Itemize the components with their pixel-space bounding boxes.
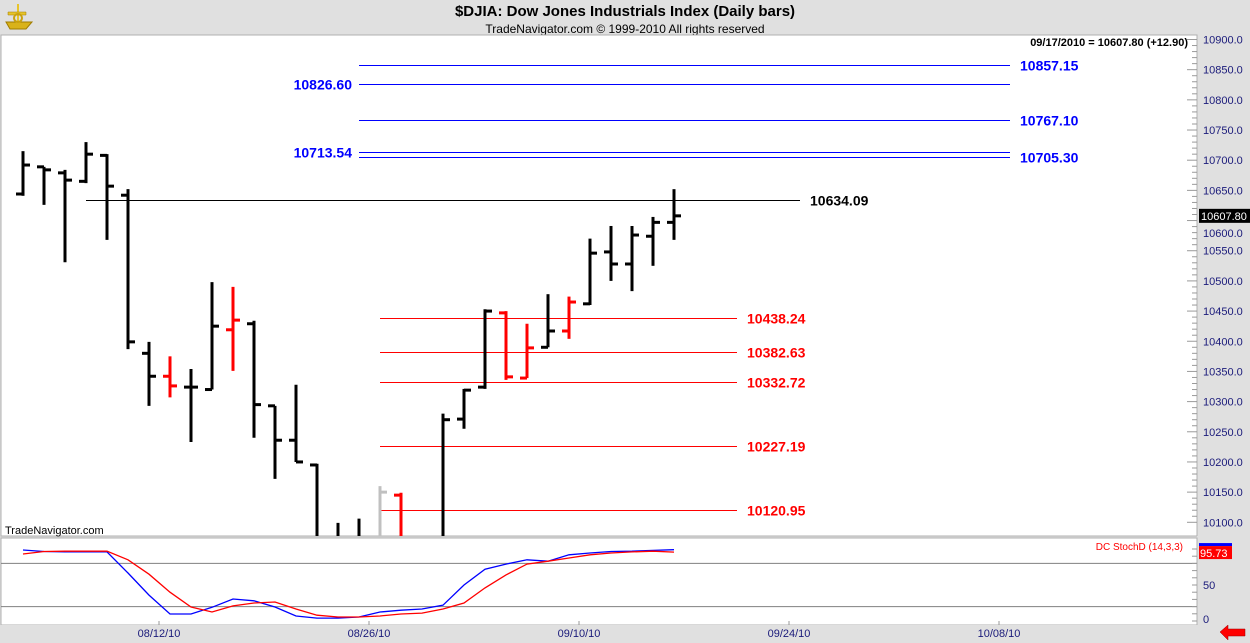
ohlc-bar — [289, 384, 303, 464]
ohlc-bar — [541, 294, 555, 349]
watermark: TradeNavigator.com — [5, 525, 104, 537]
stoch-plot — [1, 549, 1197, 619]
level-lines: 10857.15 10826.60 10767.10 10713.54 10705.30… — [86, 58, 1079, 519]
ohlc-bars — [16, 142, 681, 536]
level-label: 10857.15 — [1020, 58, 1079, 74]
price-axis-ticks: 10100.0 10150.0 10200.0 10250.0 10300.0 10350… — [1187, 35, 1250, 529]
price-tick-label: 10300.0 — [1203, 397, 1243, 409]
stoch-series-line — [22, 550, 675, 618]
ohlc-bar — [226, 286, 240, 371]
chart-title: $DJIA: Dow Jones Industrials Index (Dail… — [455, 3, 795, 20]
price-tick-label: 10800.0 — [1203, 95, 1243, 107]
price-tick-label: 10750.0 — [1203, 125, 1243, 137]
stoch-axis: 0 50 95.73 — [1192, 543, 1232, 626]
date-tick-label: 09/10/10 — [558, 628, 601, 640]
ohlc-bar — [520, 323, 534, 380]
ohlc-bar — [79, 142, 93, 184]
price-tick-label: 10350.0 — [1203, 366, 1243, 378]
ohlc-bar — [247, 320, 261, 438]
date-tick-label: 09/24/10 — [768, 628, 811, 640]
ohlc-bar — [100, 153, 114, 240]
date-tick-label: 08/12/10 — [138, 628, 181, 640]
date-tick-label: 08/26/10 — [348, 628, 391, 640]
price-tick-label: 10500.0 — [1203, 276, 1243, 288]
ohlc-bar — [310, 463, 319, 536]
ohlc-bar — [441, 413, 450, 536]
level-label: 10120.95 — [747, 503, 806, 519]
stoch-title: DC StochD (14,3,3) — [1096, 542, 1183, 553]
ohlc-bar — [121, 189, 135, 350]
price-tick-label: 10200.0 — [1203, 457, 1243, 469]
level-label: 10227.19 — [747, 439, 806, 455]
price-tick-label: 10700.0 — [1203, 155, 1243, 167]
price-tick-label: 10850.0 — [1203, 65, 1243, 77]
ohlc-bar — [142, 341, 156, 406]
ohlc-bar — [357, 518, 361, 536]
price-tick-label: 10650.0 — [1203, 185, 1243, 197]
level-label: 10332.72 — [747, 375, 806, 391]
ohlc-bar — [499, 311, 513, 380]
date-axis — [0, 625, 1250, 643]
price-panel — [0, 34, 1198, 537]
date-tick-label: 10/08/10 — [978, 628, 1021, 640]
price-tick-label: 10100.0 — [1203, 517, 1243, 529]
price-tick-label: 10400.0 — [1203, 336, 1243, 348]
ohlc-bar — [268, 404, 282, 479]
ohlc-bar — [604, 225, 618, 281]
ohlc-bar — [562, 296, 576, 339]
ohlc-bar — [378, 486, 387, 536]
ohlc-bar — [583, 238, 597, 306]
price-readout: 09/17/2010 = 10607.80 (+12.90) — [1030, 37, 1188, 49]
ohlc-bar — [667, 189, 681, 240]
stoch-tick-label: 0 — [1203, 614, 1209, 626]
ohlc-bar — [625, 225, 639, 292]
level-label: 10438.24 — [747, 311, 806, 327]
stoch-tick-label: 50 — [1203, 580, 1215, 592]
last-price-box — [1199, 208, 1250, 223]
date-axis-ticks: 08/12/10 08/26/10 09/10/10 09/24/10 10/08/10 — [138, 621, 1021, 640]
stoch-last-blue-mark — [1199, 543, 1232, 547]
price-axis-panel — [1197, 35, 1250, 625]
ohlc-bar — [37, 165, 51, 205]
ohlc-bar — [478, 309, 492, 389]
level-label: 10634.09 — [810, 193, 869, 209]
price-tick-label: 10600.0 — [1203, 228, 1243, 240]
level-label: 10382.63 — [747, 345, 806, 361]
last-price-label: 10607.80 — [1201, 211, 1247, 223]
header-bar — [0, 0, 1250, 35]
level-label: 10826.60 — [294, 77, 353, 93]
price-tick-label: 10550.0 — [1203, 246, 1243, 258]
price-tick-label: 10250.0 — [1203, 427, 1243, 439]
ohlc-bar — [394, 492, 403, 536]
stoch-last-label: 95.73 — [1200, 548, 1228, 560]
sextant-logo — [5, 4, 34, 30]
level-label: 10713.54 — [294, 145, 353, 161]
ohlc-bar — [457, 388, 471, 429]
level-label: 10705.30 — [1020, 150, 1079, 166]
price-tick-label: 10150.0 — [1203, 487, 1243, 499]
ohlc-bar — [205, 282, 219, 392]
ohlc-bar — [646, 216, 660, 266]
price-tick-label: 10900.0 — [1203, 35, 1243, 47]
stoch-panel — [0, 537, 1198, 626]
ohlc-bar — [58, 169, 72, 263]
ohlc-bar — [184, 369, 198, 443]
level-label: 10767.10 — [1020, 113, 1079, 129]
chart-subtitle: TradeNavigator.com © 1999-2010 All right… — [485, 22, 764, 36]
price-tick-label: 10450.0 — [1203, 306, 1243, 318]
ohlc-bar — [16, 151, 30, 196]
stoch-last-box — [1199, 546, 1232, 560]
ohlc-bar — [163, 356, 177, 398]
red-left-arrow-icon[interactable] — [1219, 624, 1246, 641]
